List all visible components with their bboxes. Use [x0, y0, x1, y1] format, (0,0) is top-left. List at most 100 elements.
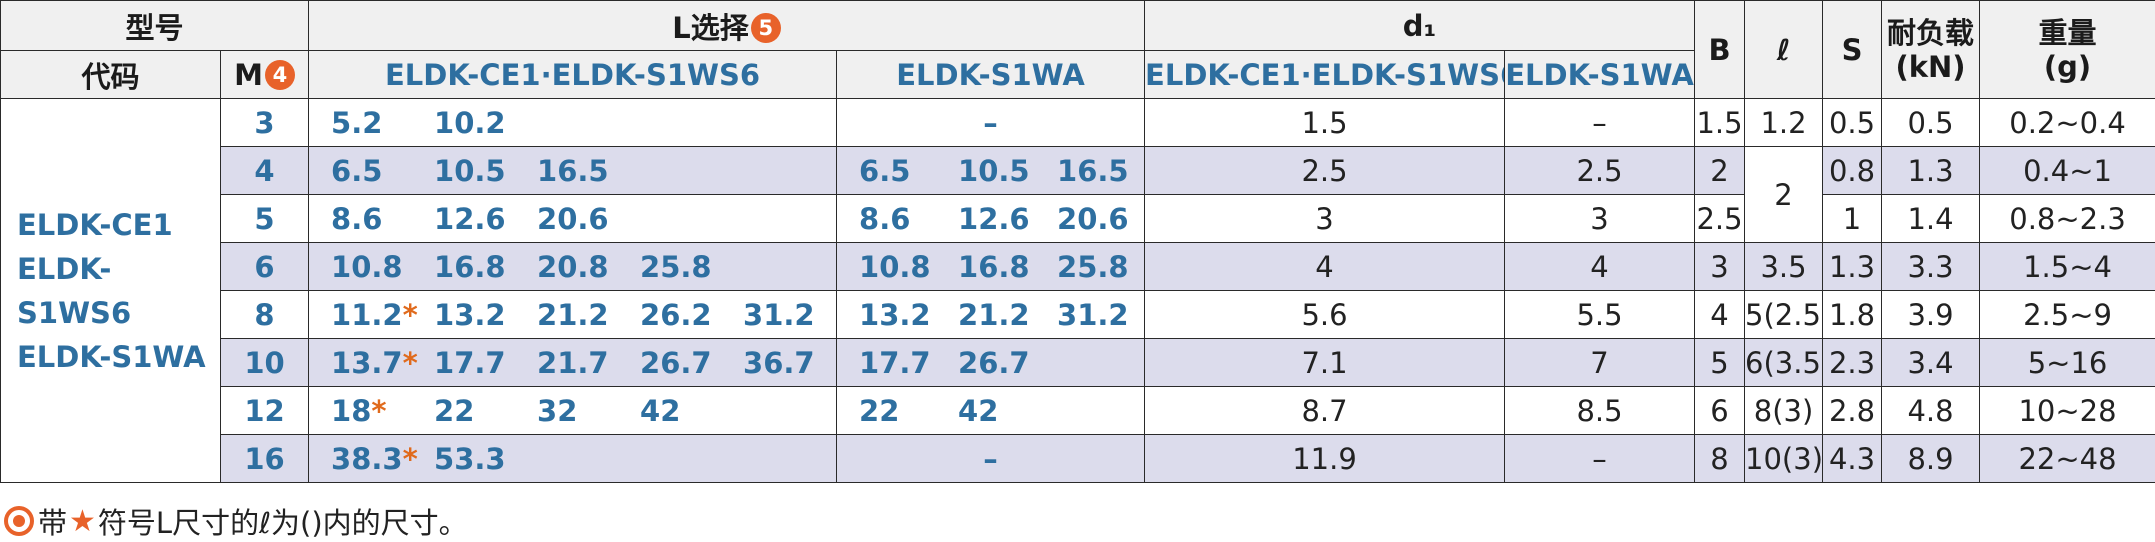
load-cell: 1.4	[1882, 195, 1980, 243]
d1-cell-2: –	[1505, 99, 1695, 147]
load-header: 耐负载(kN)	[1882, 1, 1980, 99]
l-value: 42	[958, 394, 1057, 428]
s-cell: 4.3	[1823, 435, 1882, 483]
l-value: 26.7	[958, 346, 1057, 380]
code-label: ELDK-CE1	[17, 203, 220, 247]
d1-header: d₁	[1145, 1, 1695, 51]
weight-cell: 0.8~2.3	[1980, 195, 2155, 243]
d1-cell-1: 7.1	[1145, 339, 1505, 387]
l-value: 36.7	[743, 346, 837, 380]
l-group2-header: ELDK-S1WA	[837, 51, 1145, 99]
ell-cell: 10(3)	[1745, 435, 1823, 483]
s-cell: 0.5	[1823, 99, 1882, 147]
d1-cell-1: 1.5	[1145, 99, 1505, 147]
weight-cell: 1.5~4	[1980, 243, 2155, 291]
l-value: 17.7	[434, 346, 537, 380]
b-cell: 3	[1695, 243, 1745, 291]
l-value: 10.5	[958, 154, 1057, 188]
d1-cell-2: –	[1505, 435, 1695, 483]
l-value: 20.6	[537, 202, 640, 236]
model-header: 型号	[1, 1, 309, 51]
l-value: 5.2	[331, 106, 434, 140]
d1-cell-2: 3	[1505, 195, 1695, 243]
l-value: 25.8	[640, 250, 743, 284]
m-note-badge: 4	[265, 60, 295, 90]
star-mark: *	[371, 394, 386, 428]
l-value: 31.2	[743, 298, 837, 332]
l-value: 18*	[331, 394, 434, 428]
l-value: 6.5	[331, 154, 434, 188]
l-value: 21.7	[537, 346, 640, 380]
footnote-prefix: 带	[38, 500, 67, 542]
b-cell: 2	[1695, 147, 1745, 195]
s-cell: 0.8	[1823, 147, 1882, 195]
l-value: 17.7	[859, 346, 958, 380]
code-header: 代码	[1, 51, 221, 99]
l-note-badge: 5	[751, 13, 781, 43]
l-value: 10.8	[331, 250, 434, 284]
m-cell: 12	[221, 387, 309, 435]
load-cell: 3.9	[1882, 291, 1980, 339]
m-cell: 3	[221, 99, 309, 147]
l-value: 26.2	[640, 298, 743, 332]
weight-cell: 22~48	[1980, 435, 2155, 483]
l-values-2: –	[837, 99, 1145, 147]
b-cell: 8	[1695, 435, 1745, 483]
l-value: 13.2	[859, 298, 958, 332]
star-mark: *	[403, 298, 418, 332]
l-value: 13.7*	[331, 346, 434, 380]
s-cell: 2.3	[1823, 339, 1882, 387]
l-value: 6.5	[859, 154, 958, 188]
d1-cell-1: 4	[1145, 243, 1505, 291]
d1-cell-1: 5.6	[1145, 291, 1505, 339]
s-cell: 1	[1823, 195, 1882, 243]
m-cell: 6	[221, 243, 309, 291]
d-group1-header: ELDK-CE1·ELDK-S1WS6	[1145, 51, 1505, 99]
weight-header: 重量(g)	[1980, 1, 2155, 99]
d1-cell-2: 7	[1505, 339, 1695, 387]
weight-cell: 2.5~9	[1980, 291, 2155, 339]
l-value: 8.6	[859, 202, 958, 236]
ell-cell: 3.5	[1745, 243, 1823, 291]
load-cell: 8.9	[1882, 435, 1980, 483]
star-icon: ★	[69, 504, 96, 539]
bullet-icon	[4, 506, 34, 536]
star-mark: *	[403, 442, 418, 476]
m-cell: 5	[221, 195, 309, 243]
ell-header: ℓ	[1745, 1, 1823, 99]
code-label: ELDK-S1WS6	[17, 247, 220, 335]
load-cell: 1.3	[1882, 147, 1980, 195]
l-value: 38.3*	[331, 442, 434, 476]
d1-cell-2: 5.5	[1505, 291, 1695, 339]
s-cell: 1.3	[1823, 243, 1882, 291]
star-mark: *	[403, 346, 418, 380]
m-cell: 4	[221, 147, 309, 195]
l-value: 26.7	[640, 346, 743, 380]
d1-cell-1: 3	[1145, 195, 1505, 243]
l-value: 32	[537, 394, 640, 428]
m-cell: 10	[221, 339, 309, 387]
ell-cell: 8(3)	[1745, 387, 1823, 435]
m-cell: 16	[221, 435, 309, 483]
weight-cell: 10~28	[1980, 387, 2155, 435]
l-value: 10.5	[434, 154, 537, 188]
l-group1-header: ELDK-CE1·ELDK-S1WS6	[309, 51, 837, 99]
d1-cell-2: 2.5	[1505, 147, 1695, 195]
m-cell: 8	[221, 291, 309, 339]
